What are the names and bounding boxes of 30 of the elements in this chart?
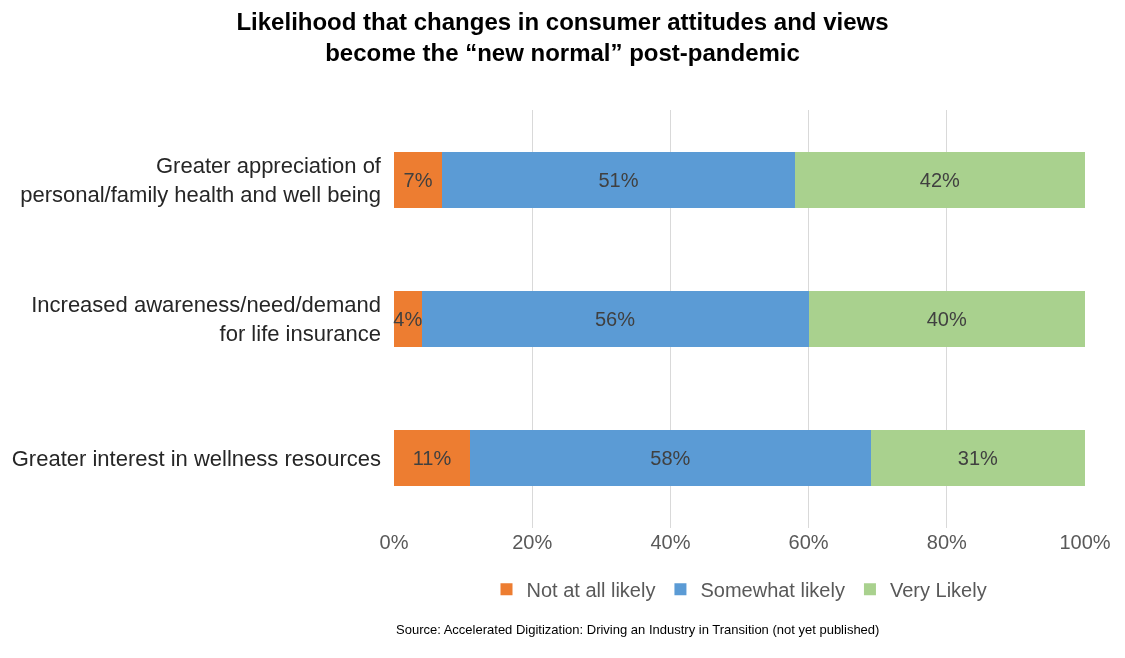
data-label: 58%	[650, 447, 691, 470]
data-label: 11%	[412, 447, 452, 470]
bar	[870, 430, 1085, 487]
data-label: 42%	[919, 168, 961, 191]
data-label: 51%	[598, 168, 639, 191]
data-label: 40%	[926, 308, 967, 330]
bar	[394, 151, 443, 208]
legend-label: Not at all likely	[526, 579, 656, 602]
bar	[470, 430, 871, 487]
y-tick-label: Increased awareness/need/demand for life insurance	[31, 292, 381, 346]
chart-title: Likelihood that changes in consumer attitudes and views become the “new normal” post-pandemic	[236, 7, 889, 66]
bar	[421, 291, 809, 347]
x-tick-label: 80%	[926, 531, 968, 553]
x-tick-label: 20%	[512, 531, 553, 553]
x-tick-label: 40%	[650, 531, 691, 553]
legend-label: Somewhat likely	[700, 579, 845, 602]
bar	[394, 430, 471, 487]
data-label: 31%	[957, 447, 999, 470]
x-tick-label: 100%	[1059, 531, 1111, 553]
x-tick-label: 0%	[379, 531, 409, 553]
bar	[442, 151, 795, 208]
data-label: 7%	[403, 168, 433, 191]
legend-label: Very Likely	[889, 579, 987, 602]
x-tick-label: 60%	[788, 531, 829, 553]
bar	[808, 291, 1085, 347]
y-tick-label: Greater appreciation of personal/family health and well being	[20, 153, 382, 207]
data-label: 56%	[595, 308, 636, 330]
bar	[794, 151, 1085, 208]
y-tick-label: Greater interest in wellness resources	[11, 446, 381, 472]
source-note: Source: Accelerated Digitization: Driving an Industry in Transition (not yet published)	[396, 622, 880, 637]
